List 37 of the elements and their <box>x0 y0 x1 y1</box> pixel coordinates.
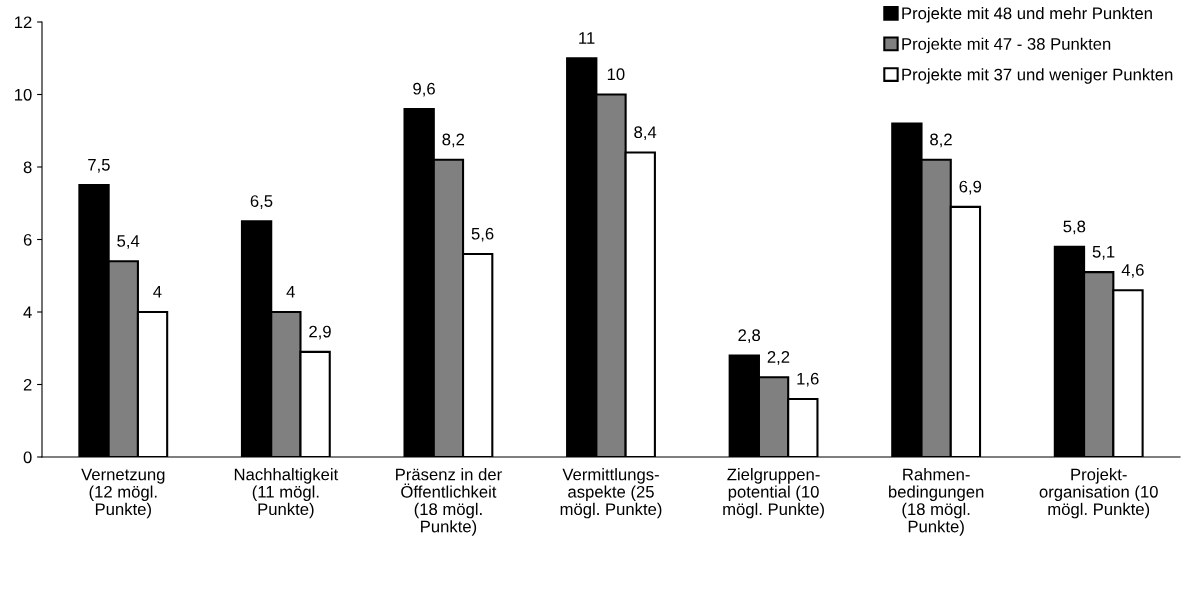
data-label: 6,9 <box>959 180 982 195</box>
y-tick-label: 8 <box>23 161 32 174</box>
y-tick-label: 10 <box>15 88 32 101</box>
data-label: 8,2 <box>930 133 952 148</box>
x-tick-label: Präsenz in der Öffentlichkeit (18 mögl. Punkte) <box>396 468 502 536</box>
data-label: 7,5 <box>88 159 110 173</box>
data-label: 5,4 <box>117 235 140 249</box>
data-label: 4 <box>286 285 295 298</box>
data-label: 4,6 <box>1121 264 1144 278</box>
data-label: 5,1 <box>1092 246 1115 260</box>
y-tick-label: 0 <box>23 451 32 464</box>
y-tick-label: 2 <box>23 378 32 391</box>
legend-label: Projekte mit 48 und mehr Punkten <box>902 7 1152 23</box>
legend-label: Projekte mit 37 und weniger Punkten <box>902 68 1173 84</box>
x-tick-label: Projekt- organisation (10 mögl. Punkte) <box>1039 468 1158 519</box>
data-label: 11 <box>579 32 595 44</box>
y-tick-label: 6 <box>23 233 32 246</box>
data-label: 9,6 <box>413 82 435 97</box>
data-label: 2,8 <box>738 329 761 344</box>
data-label: 10 <box>607 68 625 81</box>
x-tick-label: Nachhaltigkeit (11 mögl. Punkte) <box>234 468 339 519</box>
data-label: 2,9 <box>309 325 331 340</box>
legend-label: Projekte mit 47 - 38 Punkten <box>902 37 1111 54</box>
data-label: 1,6 <box>797 372 819 387</box>
y-tick-label: 12 <box>15 16 32 29</box>
x-tick-label: Vernetzung (12 mögl. Punkte) <box>81 468 165 519</box>
x-tick-label: Zielgruppen- potential (10 mögl. Punkte) <box>723 468 824 519</box>
data-label: 4 <box>153 285 162 298</box>
data-label: 5,8 <box>1063 220 1086 235</box>
data-label: 8,2 <box>442 133 465 148</box>
x-tick-label: Rahmen- bedingungen (18 mögl. Punkte) <box>889 468 984 536</box>
data-label: 8,4 <box>634 126 657 141</box>
data-label: 2,2 <box>767 351 790 365</box>
data-label: 5,6 <box>471 227 494 242</box>
x-tick-label: Vermittlungs- aspekte (25 mögl. Punkte) <box>560 468 662 519</box>
data-label: 6,5 <box>250 195 273 209</box>
y-tick-label: 4 <box>23 306 32 319</box>
